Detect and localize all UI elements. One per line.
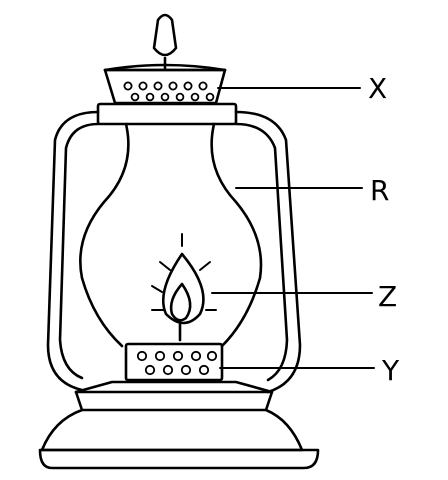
glass-chimney (79, 122, 263, 348)
burner-holes (136, 350, 218, 376)
leader-lines (211, 87, 375, 369)
side-frame (46, 110, 302, 394)
flame (151, 233, 217, 342)
flame-rays (151, 233, 217, 311)
fuel-tank-base (38, 380, 320, 470)
hanger-ring (152, 13, 178, 70)
label-z: Z (378, 280, 397, 313)
top-cap-holes (123, 81, 215, 102)
label-y: Y (381, 354, 400, 387)
top-cap (103, 63, 227, 105)
label-r: R (370, 174, 389, 207)
burner (124, 342, 224, 382)
top-collar (96, 102, 238, 126)
label-x: X (368, 72, 387, 105)
